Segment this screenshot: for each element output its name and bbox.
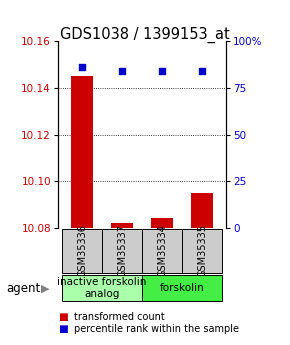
Point [200,68,204,74]
Text: percentile rank within the sample: percentile rank within the sample [74,325,239,334]
Bar [62,229,102,273]
Text: ▶: ▶ [41,284,49,294]
Text: GSM35337: GSM35337 [117,225,127,277]
Text: agent: agent [6,282,40,295]
Text: GDS1038 / 1399153_at: GDS1038 / 1399153_at [60,27,230,43]
Bar [151,218,173,228]
Bar [111,223,133,228]
Point [120,68,124,74]
Bar [182,229,222,273]
Text: ■: ■ [58,325,68,334]
Point [160,68,164,74]
Bar [191,193,213,228]
Text: inactive forskolin
analog: inactive forskolin analog [57,277,147,299]
Text: transformed count: transformed count [74,312,165,322]
Point [80,65,84,70]
Text: GSM35336: GSM35336 [77,225,87,277]
Text: ■: ■ [58,312,68,322]
Bar [71,76,93,228]
Bar [62,275,142,301]
Bar [142,275,222,301]
Bar [142,229,182,273]
Bar [102,229,142,273]
Text: GSM35335: GSM35335 [197,225,207,277]
Text: GSM35334: GSM35334 [157,225,167,277]
Text: forskolin: forskolin [160,283,204,293]
